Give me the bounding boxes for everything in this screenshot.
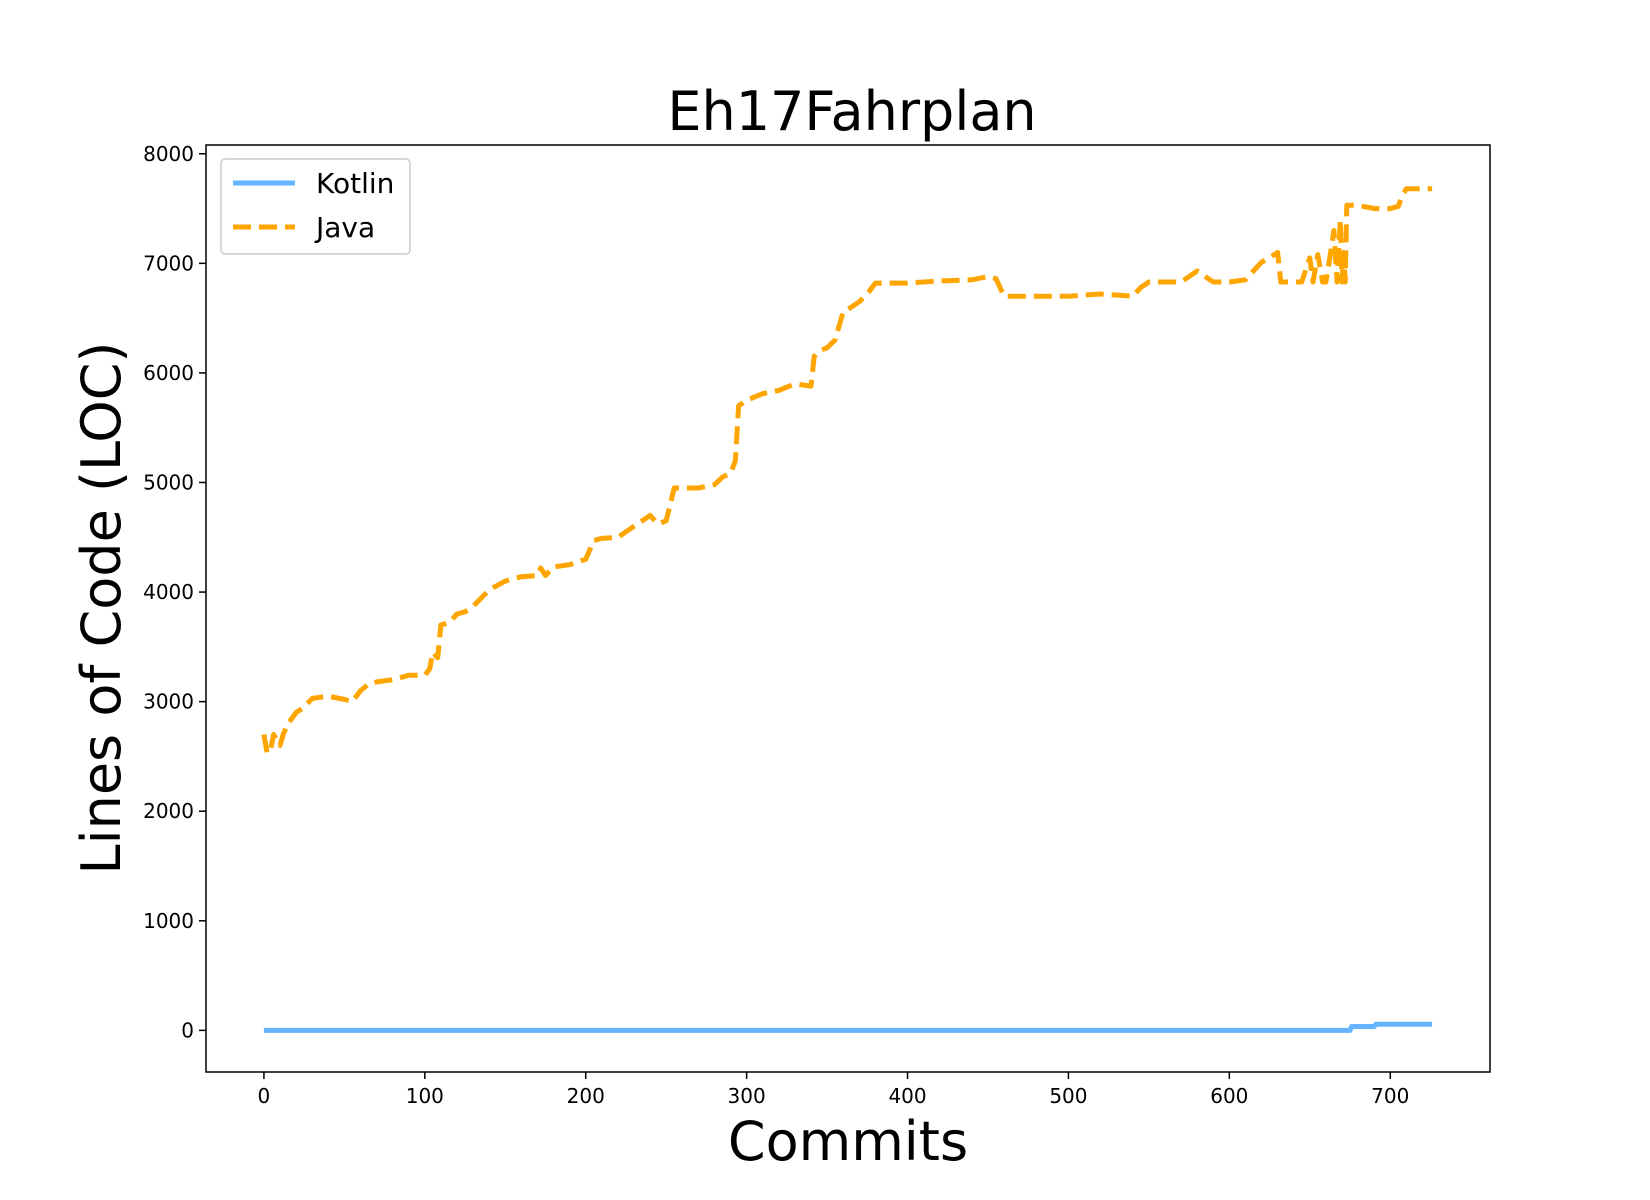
y-tick-label: 5000 <box>143 470 194 494</box>
y-axis-label: Lines of Code (LOC) <box>70 342 133 875</box>
y-tick-label: 2000 <box>143 799 194 823</box>
y-tick-label: 0 <box>181 1018 194 1042</box>
series-line-java <box>261 186 1433 756</box>
x-tick-label: 100 <box>406 1084 444 1108</box>
legend: Kotlin Java <box>220 158 411 255</box>
y-tick-label: 1000 <box>143 909 194 933</box>
series-line-kotlin <box>263 1021 1433 1033</box>
y-tick-label: 4000 <box>143 580 194 604</box>
plot-lines <box>261 186 1433 1033</box>
x-tick-label: 200 <box>567 1084 605 1108</box>
legend-label-java: Java <box>314 211 375 244</box>
y-tick-label: 6000 <box>143 361 194 385</box>
y-tick-label: 3000 <box>143 690 194 714</box>
x-axis: 0 100 200 300 400 500 600 700 <box>258 1072 1409 1108</box>
legend-label-kotlin: Kotlin <box>316 167 394 200</box>
plot-frame <box>205 144 1491 1073</box>
x-tick-label: 300 <box>728 1084 766 1108</box>
x-tick-label: 700 <box>1371 1084 1409 1108</box>
chart-title: Eh17Fahrplan <box>667 80 1036 143</box>
x-axis-label: Commits <box>728 1110 968 1173</box>
y-tick-label: 8000 <box>143 142 194 166</box>
y-tick-label: 7000 <box>143 251 194 275</box>
x-tick-label: 500 <box>1049 1084 1087 1108</box>
x-tick-label: 0 <box>258 1084 271 1108</box>
x-tick-label: 600 <box>1210 1084 1248 1108</box>
y-axis: 0 1000 2000 3000 4000 5000 6000 7000 8000 <box>143 142 206 1042</box>
x-tick-label: 400 <box>888 1084 926 1108</box>
